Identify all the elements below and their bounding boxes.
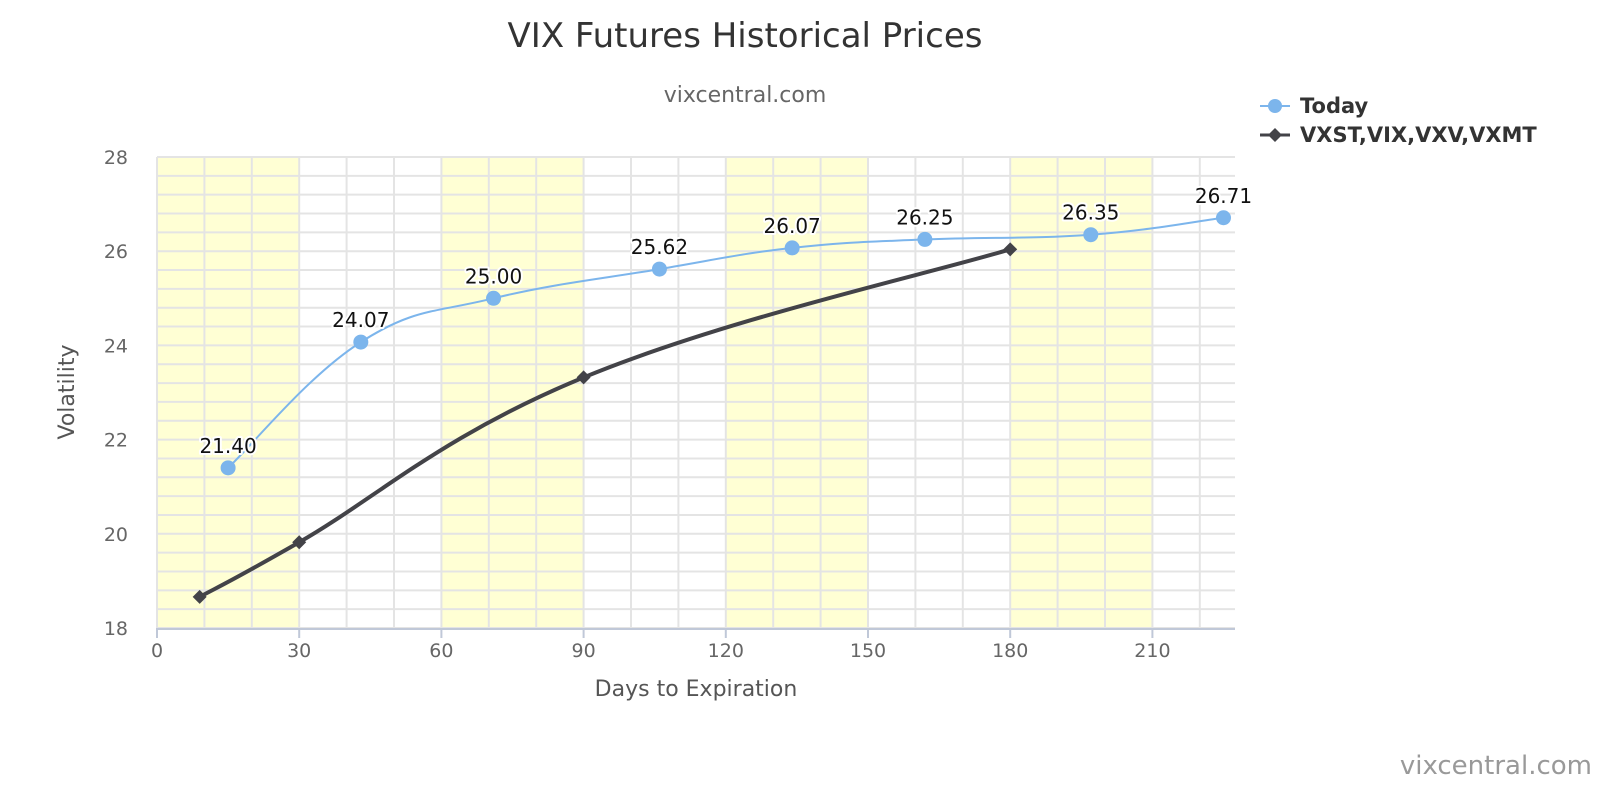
y-tick-label: 24 bbox=[104, 335, 128, 357]
data-label-today: 26.25 bbox=[896, 205, 953, 229]
legend-diamond-icon bbox=[1268, 128, 1282, 142]
y-axis-title: Volatility bbox=[55, 344, 80, 439]
data-point-today[interactable] bbox=[1216, 210, 1231, 226]
axes: 0 30 60 90 120 150 180 210 18 20 22 24 26 28 bbox=[104, 147, 1235, 662]
data-label-today: 26.35 bbox=[1062, 201, 1119, 225]
data-point-today[interactable] bbox=[784, 240, 800, 256]
data-labels: 21.40 24.07 25.00 25.62 26.07 26.25 26.35 26.71 bbox=[197, 182, 1254, 460]
credit-link[interactable]: vixcentral.com bbox=[1400, 751, 1592, 781]
y-tick-label: 18 bbox=[104, 618, 128, 640]
legend-item-vxst-vix-vxv-vxmt[interactable]: VXST,VIX,VXV,VXMT bbox=[1260, 123, 1537, 147]
y-tick-label: 22 bbox=[104, 430, 128, 452]
data-label-today: 26.07 bbox=[764, 214, 821, 238]
x-tick-label: 90 bbox=[572, 640, 596, 662]
x-tick-label: 60 bbox=[429, 640, 453, 662]
data-label-today: 25.00 bbox=[465, 264, 522, 288]
x-tick-label: 120 bbox=[708, 640, 744, 662]
grid bbox=[156, 156, 1235, 629]
y-tick-label: 28 bbox=[104, 147, 128, 169]
series-layer bbox=[192, 210, 1231, 604]
data-label-today: 26.71 bbox=[1195, 184, 1252, 208]
data-point-vxst-vix-vxv-vxmt[interactable] bbox=[192, 589, 207, 604]
chart-title: VIX Futures Historical Prices bbox=[508, 16, 983, 56]
data-point-today[interactable] bbox=[220, 460, 236, 476]
data-point-today[interactable] bbox=[486, 290, 502, 306]
x-tick-label: 180 bbox=[992, 640, 1028, 662]
x-tick-label: 30 bbox=[287, 640, 311, 662]
data-point-today[interactable] bbox=[651, 261, 667, 277]
data-label-today: 25.62 bbox=[631, 235, 688, 259]
plot-band-3 bbox=[1010, 157, 1153, 628]
x-tick-label: 150 bbox=[850, 640, 886, 662]
chart-subtitle: vixcentral.com bbox=[664, 83, 827, 108]
x-tick-label: 210 bbox=[1134, 640, 1170, 662]
x-tick-label: 0 bbox=[151, 640, 163, 662]
legend-label-today: Today bbox=[1300, 94, 1369, 118]
legend-circle-icon bbox=[1268, 99, 1282, 113]
data-point-vxst-vix-vxv-vxmt[interactable] bbox=[576, 370, 591, 385]
plot-band-1 bbox=[441, 157, 584, 628]
legend[interactable]: Today VXST,VIX,VXV,VXMT bbox=[1260, 94, 1537, 147]
plot-band-0 bbox=[157, 157, 300, 628]
data-point-vxst-vix-vxv-vxmt[interactable] bbox=[1003, 242, 1018, 257]
plot-band-2 bbox=[725, 157, 868, 628]
data-point-today[interactable] bbox=[353, 334, 369, 350]
data-label-today: 24.07 bbox=[332, 308, 389, 332]
data-point-vxst-vix-vxv-vxmt[interactable] bbox=[292, 535, 307, 550]
x-axis-title: Days to Expiration bbox=[595, 677, 798, 702]
legend-item-today[interactable]: Today bbox=[1260, 94, 1369, 118]
data-point-today[interactable] bbox=[1083, 227, 1099, 243]
y-tick-label: 26 bbox=[104, 241, 128, 263]
series-line-vxst-vix-vxv-vxmt bbox=[197, 247, 1013, 599]
legend-label-vxst-vix-vxv-vxmt: VXST,VIX,VXV,VXMT bbox=[1300, 123, 1537, 147]
y-tick-label: 20 bbox=[104, 524, 128, 546]
data-label-today: 21.40 bbox=[199, 434, 256, 458]
data-point-today[interactable] bbox=[917, 231, 933, 247]
plot-bands bbox=[157, 157, 1153, 628]
